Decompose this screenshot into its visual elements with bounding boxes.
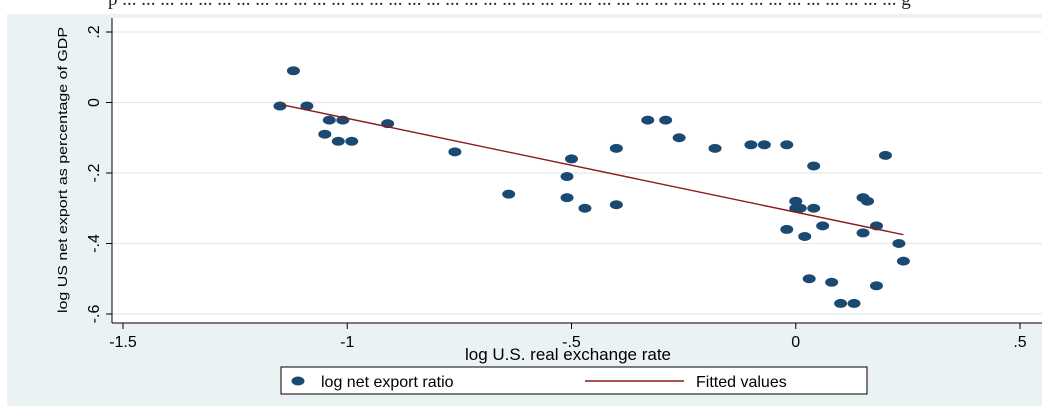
- data-marks: [273, 66, 910, 308]
- data-point: [892, 239, 906, 248]
- data-point: [708, 143, 722, 153]
- data-point: [856, 228, 870, 238]
- data-point: [744, 140, 758, 150]
- data-point: [578, 203, 592, 213]
- legend-label-scatter: log net export ratio: [321, 374, 454, 391]
- y-axis-label: log US net export as percentage of GDP: [55, 27, 70, 313]
- data-point: [286, 66, 300, 76]
- legend-box: [280, 366, 868, 395]
- legend-label-fitted: Fitted values: [696, 374, 787, 391]
- data-point: [780, 140, 794, 150]
- data-point: [798, 231, 812, 241]
- x-tick-label: 0: [791, 334, 800, 351]
- data-point: [331, 136, 345, 146]
- data-point: [448, 147, 462, 157]
- y-tick-label: -.6: [86, 305, 103, 324]
- x-tick-label: -.5: [562, 334, 581, 351]
- data-point: [322, 115, 336, 125]
- gridlines: [112, 31, 1042, 315]
- data-point: [816, 221, 830, 231]
- x-tick-label: -1: [340, 334, 354, 351]
- data-point: [560, 193, 574, 203]
- fitted-line: [279, 103, 904, 236]
- data-point: [609, 143, 623, 153]
- y-tick-label: -.4: [86, 234, 103, 253]
- x-tick-label: .5: [1013, 334, 1026, 351]
- data-point: [834, 298, 848, 308]
- x-axis-label: log U.S. real exchange rate: [465, 345, 671, 364]
- data-point: [609, 200, 623, 210]
- data-point: [757, 140, 771, 150]
- data-point: [825, 277, 839, 287]
- data-point: [560, 172, 574, 182]
- data-point: [345, 136, 359, 146]
- legend-point-marker: [291, 376, 305, 386]
- data-point: [896, 256, 910, 266]
- data-point: [659, 115, 673, 125]
- legend: log net export ratio Fitted values: [280, 366, 868, 395]
- data-point: [318, 129, 332, 139]
- x-tick-label: -1.5: [109, 334, 137, 351]
- plot-area: [112, 18, 1042, 323]
- data-point: [789, 196, 803, 206]
- data-point: [780, 224, 794, 234]
- data-point: [869, 281, 883, 291]
- data-point: [273, 101, 287, 111]
- data-point: [807, 203, 821, 213]
- data-point: [861, 196, 875, 206]
- data-point: [847, 298, 861, 308]
- data-point: [300, 101, 314, 111]
- data-point: [802, 274, 816, 284]
- data-point: [793, 203, 807, 213]
- axes: -1.5 -1 -.5 0 .5 -.6 -.4 -.2 0 .2: [86, 18, 1042, 351]
- data-point: [672, 133, 686, 143]
- data-point: [565, 154, 578, 164]
- top-text: p ... ... ... ... ... ... ... ... ... ..…: [108, 0, 1048, 9]
- y-tick-label: -.2: [86, 164, 103, 183]
- y-tick-label: 0: [86, 98, 103, 107]
- data-point: [878, 150, 892, 160]
- data-point: [807, 161, 821, 171]
- data-point: [641, 115, 655, 125]
- y-tick-label: .2: [86, 25, 103, 38]
- data-point: [502, 189, 516, 199]
